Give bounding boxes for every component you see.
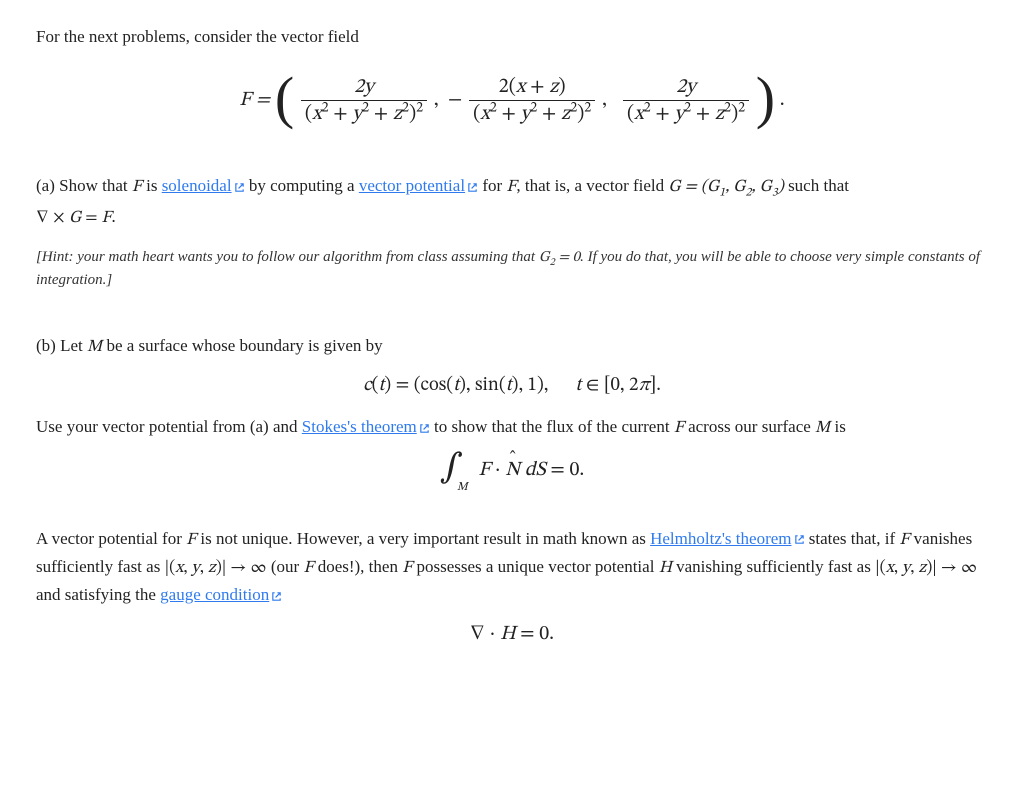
div-h-equation: ∇ · H = 0. (36, 619, 988, 650)
helmholtz-paragraph: A vector potential for F is not unique. … (36, 526, 988, 650)
g-tuple: G = (G1, G2, G3) (668, 179, 783, 196)
ital-F2: F (506, 179, 516, 196)
frac1-num: 2y (301, 76, 427, 100)
external-link-icon (465, 176, 478, 195)
integral-subscript: M (457, 481, 468, 493)
neg-sign: − (448, 91, 462, 111)
helmholtz-link[interactable]: Helmholtz's theorem (650, 529, 791, 548)
part-a-text1: is (142, 176, 162, 195)
c-F3: F (303, 560, 313, 577)
hint-g2: G2 = 0 (539, 250, 580, 265)
part-b-text1: be a surface whose boundary is given by (102, 336, 382, 355)
part-b-label: (b) Let (36, 336, 87, 355)
part-a-text3: for (478, 176, 506, 195)
c-F1: F (186, 532, 196, 549)
external-link-icon (232, 176, 245, 195)
intro-text: For the next problems, consider the vect… (36, 24, 988, 50)
curl-eq: ∇ × G = F. (36, 206, 988, 232)
ital-F-b: F (674, 420, 684, 437)
part-a-label: (a) Show that (36, 176, 132, 195)
ital-M2: M (815, 420, 830, 437)
c-text6: does!), then (313, 557, 402, 576)
part-a-text5: such that (784, 176, 849, 195)
c-text5: (our (267, 557, 304, 576)
ital-F: F (132, 179, 142, 196)
gauge-link[interactable]: gauge condition (160, 585, 269, 604)
curve-equation: c(t) = (cos(t), sin(t), 1), t ∈ [0, 2π]. (36, 371, 988, 400)
part-a: (a) Show that F is solenoidal by computi… (36, 173, 988, 292)
comma-1: , (434, 91, 439, 111)
c-text2: is not unique. However, a very important… (196, 529, 650, 548)
frac1-den: (x2 + y2 + z2)2 (301, 100, 427, 125)
external-link-icon (269, 585, 282, 604)
part-b-text3: to show that the flux of the current (430, 417, 674, 436)
c-F4: F (402, 560, 412, 577)
part-b-text5: is (830, 417, 846, 436)
frac3-num: 2y (623, 76, 749, 100)
c-text8: vanishing sufficiently fast as (672, 557, 875, 576)
c-text9: and satisfying the (36, 585, 160, 604)
frac2-num: 2(x + z) (469, 76, 595, 100)
ital-M: M (87, 339, 102, 356)
part-a-hint: [Hint: your math heart wants you to foll… (36, 246, 988, 293)
flux-equation: ∫M F · N dS = 0. (36, 455, 988, 486)
eq-tail: . (780, 91, 785, 111)
solenoidal-link[interactable]: solenoidal (162, 176, 232, 195)
frac-3: 2y (x2 + y2 + z2)2 (623, 76, 749, 125)
external-link-icon (417, 417, 430, 436)
comma-2: , (602, 91, 607, 111)
vector-field-equation: F = ( 2y (x2 + y2 + z2)2 , − 2(x + z) (x… (36, 76, 988, 125)
c-text1: A vector potential for (36, 529, 186, 548)
c-H: H (659, 560, 672, 577)
frac3-den: (x2 + y2 + z2)2 (623, 100, 749, 125)
frac2-den: (x2 + y2 + z2)2 (469, 100, 595, 125)
n-hat: N (505, 455, 520, 486)
hint-pre: [Hint: your math heart wants you to foll… (36, 249, 539, 265)
frac-1: 2y (x2 + y2 + z2)2 (301, 76, 427, 125)
external-link-icon (792, 529, 805, 548)
frac-2: 2(x + z) (x2 + y2 + z2)2 (469, 76, 595, 125)
c-lim1: |(x, y, z)| → ∞ (165, 560, 267, 577)
part-b-text2: Use your vector potential from (a) and (36, 417, 302, 436)
c-text3: states that, if (805, 529, 900, 548)
c-text7: possesses a unique vector potential (412, 557, 658, 576)
c-lim2: |(x, y, z)| → ∞ (875, 560, 977, 577)
part-a-text4: , that is, a vector field (516, 176, 668, 195)
eq-lhs: F = (239, 91, 270, 111)
stokes-link[interactable]: Stokes's theorem (302, 417, 417, 436)
part-a-text2: by computing a (245, 176, 359, 195)
vector-potential-link[interactable]: vector potential (359, 176, 465, 195)
part-b: (b) Let M be a surface whose boundary is… (36, 333, 988, 486)
part-b-text4: across our surface (684, 417, 815, 436)
c-F2: F (899, 532, 909, 549)
